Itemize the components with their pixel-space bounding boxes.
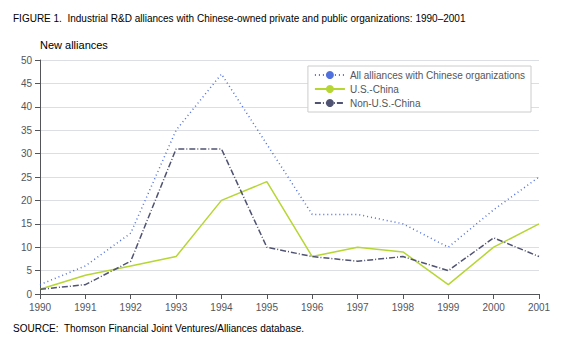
svg-text:2000: 2000 xyxy=(483,302,506,313)
svg-text:10: 10 xyxy=(21,242,33,253)
svg-text:30: 30 xyxy=(21,148,33,159)
svg-text:35: 35 xyxy=(21,125,33,136)
svg-text:25: 25 xyxy=(21,172,33,183)
svg-text:0: 0 xyxy=(26,289,32,300)
svg-text:U.S.-China: U.S.-China xyxy=(350,84,399,95)
svg-text:50: 50 xyxy=(21,55,33,66)
svg-text:1997: 1997 xyxy=(346,302,369,313)
svg-text:45: 45 xyxy=(21,78,33,89)
svg-text:1990: 1990 xyxy=(29,302,52,313)
svg-text:1996: 1996 xyxy=(301,302,324,313)
svg-text:1992: 1992 xyxy=(120,302,143,313)
svg-text:SOURCE: Thomson Financial Joi: SOURCE: Thomson Financial Joint Ventures… xyxy=(13,323,304,334)
svg-text:5: 5 xyxy=(26,265,32,276)
svg-text:All alliances with Chinese org: All alliances with Chinese organizations xyxy=(350,70,525,81)
svg-text:15: 15 xyxy=(21,218,33,229)
svg-text:2001: 2001 xyxy=(528,302,551,313)
svg-text:FIGURE 1. Industrial R&D alli: FIGURE 1. Industrial R&D alliances with … xyxy=(13,13,466,24)
svg-text:40: 40 xyxy=(21,101,33,112)
svg-text:1995: 1995 xyxy=(256,302,279,313)
svg-text:New alliances: New alliances xyxy=(40,39,108,51)
svg-text:1999: 1999 xyxy=(437,302,460,313)
svg-text:1993: 1993 xyxy=(165,302,188,313)
svg-text:1998: 1998 xyxy=(392,302,415,313)
svg-text:1991: 1991 xyxy=(74,302,97,313)
svg-text:Non-U.S.-China: Non-U.S.-China xyxy=(350,98,421,109)
svg-text:20: 20 xyxy=(21,195,33,206)
svg-text:1994: 1994 xyxy=(210,302,233,313)
